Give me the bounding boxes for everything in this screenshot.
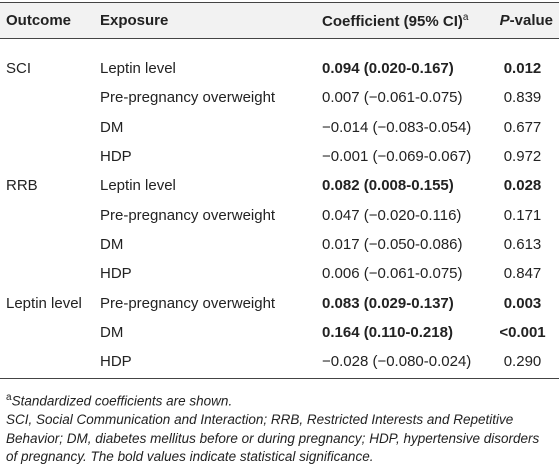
exposure-cell: Pre-pregnancy overweight [100, 89, 276, 107]
table: Outcome Exposure Coefficient (95% CI)a P… [0, 2, 559, 380]
table-row: SCI Leptin level 0.094 (0.020-0.167) 0.012 [0, 54, 559, 83]
coefficient-cell: −0.014 (−0.083-0.054) [322, 118, 472, 136]
p-value-cell: 0.290 [503, 353, 542, 371]
coefficient-cell: 0.082 (0.008-0.155) [322, 177, 454, 195]
p-value-cell: 0.839 [503, 89, 542, 107]
table-row: HDP 0.006 (−0.061-0.075) 0.847 [0, 259, 559, 288]
coefficient-cell: 0.006 (−0.061-0.075) [322, 265, 463, 283]
header-text: P [499, 12, 510, 29]
table-row: RRB Leptin level 0.082 (0.008-0.155) 0.028 [0, 171, 559, 200]
coefficient-cell: 0.007 (−0.061-0.075) [322, 89, 463, 107]
exposure-cell: DM [100, 235, 124, 253]
footnote-marker: a [462, 11, 469, 23]
exposure-cell: Leptin level [100, 60, 176, 78]
exposure-cell: DM [100, 323, 124, 341]
table-row: HDP −0.028 (−0.080-0.024) 0.290 [0, 347, 559, 376]
exposure-cell: HDP [100, 148, 132, 166]
footnote-marker: a [6, 392, 12, 403]
header-cell: Outcome [6, 12, 72, 29]
header-cell: Coefficient (95% CI)a [316, 12, 486, 30]
outcome-cell: RRB [6, 177, 38, 195]
p-value-cell: 0.972 [503, 148, 542, 166]
coefficient-cell: 0.017 (−0.050-0.086) [322, 235, 463, 253]
header-row: Outcome Exposure Coefficient (95% CI)a P… [0, 3, 559, 39]
footnote: aStandardized coefficients are shown. [6, 389, 554, 411]
p-value-cell: 0.171 [503, 206, 542, 224]
header-cell: Exposure [100, 12, 169, 29]
footnote: SCI, Social Communication and Interactio… [6, 411, 554, 467]
table-row: DM −0.014 (−0.083-0.054) 0.677 [0, 113, 559, 142]
exposure-cell: HDP [100, 265, 132, 283]
outcome-cell: Leptin level [6, 294, 82, 312]
footnotes: aStandardized coefficients are shown. SCI… [6, 389, 554, 467]
footnote-text: SCI, Social Communication and Interactio… [6, 412, 540, 464]
footnote-text: Standardized coefficients are shown. [11, 393, 233, 409]
header-text: Coefficient (95% CI) [322, 12, 463, 30]
exposure-cell: DM [100, 118, 124, 136]
p-value-cell: 0.847 [503, 265, 542, 283]
p-value-cell: <0.001 [499, 323, 546, 341]
coefficient-cell: 0.047 (−0.020-0.116) [322, 206, 462, 224]
coefficient-cell: −0.028 (−0.080-0.024) [322, 353, 472, 371]
p-value-cell: 0.012 [503, 60, 542, 78]
outcome-cell: SCI [6, 60, 32, 78]
header-cell: P-value [486, 12, 559, 29]
coefficient-cell: −0.001 (−0.069-0.067) [322, 148, 472, 166]
table-body: SCI Leptin level 0.094 (0.020-0.167) 0.012 P… [0, 39, 559, 378]
table-row: Leptin level Pre-pregnancy overweight 0.08… [0, 288, 559, 317]
coefficient-cell: 0.164 (0.110-0.218) [322, 323, 453, 341]
header-text: -value [509, 12, 553, 29]
table-row: DM 0.164 (0.110-0.218) <0.001 [0, 318, 559, 347]
exposure-cell: Leptin level [100, 177, 176, 195]
table-row: Pre-pregnancy overweight 0.007 (−0.061-0.… [0, 83, 559, 112]
exposure-cell: Pre-pregnancy overweight [100, 206, 276, 224]
table-row: HDP −0.001 (−0.069-0.067) 0.972 [0, 142, 559, 171]
table-row: Pre-pregnancy overweight 0.047 (−0.020-0.… [0, 200, 559, 229]
exposure-cell: Pre-pregnancy overweight [100, 294, 276, 312]
p-value-cell: 0.028 [503, 177, 542, 195]
coefficient-cell: 0.094 (0.020-0.167) [322, 60, 454, 78]
exposure-cell: HDP [100, 353, 132, 371]
coefficient-cell: 0.083 (0.029-0.137) [322, 294, 454, 312]
p-value-cell: 0.003 [503, 294, 542, 312]
p-value-cell: 0.677 [503, 118, 542, 136]
p-value-cell: 0.613 [503, 235, 542, 253]
table-row: DM 0.017 (−0.050-0.086) 0.613 [0, 230, 559, 259]
